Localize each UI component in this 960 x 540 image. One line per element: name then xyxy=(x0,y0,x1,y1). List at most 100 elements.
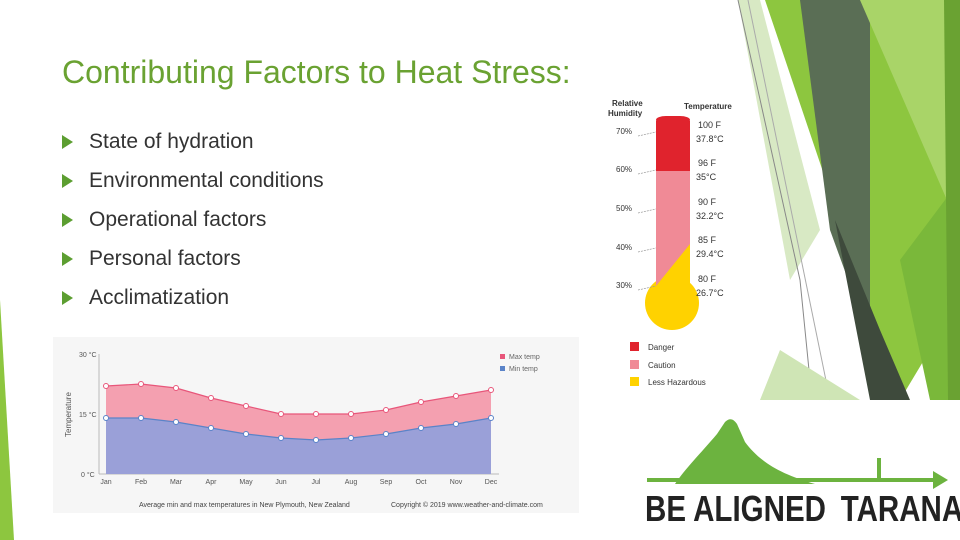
max-temp-point xyxy=(243,403,249,409)
temperature-chart-svg: Temperature 30 °C 15 °C 0 °C Jan Feb Mar Ap… xyxy=(53,337,579,513)
temp-c-label: 26.7°C xyxy=(696,288,724,298)
legend-danger-swatch xyxy=(630,342,639,351)
danger-zone xyxy=(656,121,690,171)
mountain-arrow-icon xyxy=(647,419,948,489)
x-tick-label: Jul xyxy=(312,479,321,486)
heat-index-thermometer: Relative Humidity Temperature 70% 60% 50… xyxy=(608,99,732,387)
x-tick-label: Oct xyxy=(416,479,427,486)
bullet-item: Personal factors xyxy=(62,247,324,286)
bullet-text: Environmental conditions xyxy=(89,169,324,192)
arrow-bullet-icon xyxy=(62,174,73,188)
bullet-item: State of hydration xyxy=(62,130,324,169)
humidity-title-line2: Humidity xyxy=(608,109,643,118)
max-temp-point xyxy=(103,383,109,389)
humidity-title-line1: Relative xyxy=(612,99,643,108)
caution-zone xyxy=(656,171,690,261)
logo-wordmark: BE ALIGNED TARANAKI xyxy=(645,488,960,530)
bullet-item: Environmental conditions xyxy=(62,169,324,208)
arrow-bullet-icon xyxy=(62,252,73,266)
min-temp-line xyxy=(106,417,492,441)
legend-min-label: Min temp xyxy=(509,366,538,373)
max-temp-point xyxy=(173,385,179,391)
y-tick-label: 0 °C xyxy=(81,471,95,479)
temp-f-label: 90 F xyxy=(698,197,717,207)
arrow-bullet-icon xyxy=(62,213,73,227)
min-temp-point xyxy=(383,431,389,437)
legend-less-hazardous-swatch xyxy=(630,377,639,386)
x-tick-label: Mar xyxy=(170,479,183,486)
x-tick-label: Aug xyxy=(345,479,358,486)
y-axis-label: Temperature xyxy=(64,392,73,437)
max-temp-point xyxy=(453,393,459,399)
temp-f-label: 100 F xyxy=(698,120,722,130)
bullet-item: Operational factors xyxy=(62,208,324,247)
bullet-text: State of hydration xyxy=(89,130,254,153)
min-temp-point xyxy=(278,435,284,441)
legend-max-label: Max temp xyxy=(509,354,540,361)
temp-f-label: 85 F xyxy=(698,235,717,245)
min-temp-point xyxy=(488,415,494,421)
legend-swatch-max xyxy=(500,354,505,359)
humidity-label: 30% xyxy=(616,281,632,290)
bullet-text: Personal factors xyxy=(89,247,241,270)
min-temp-point xyxy=(173,419,179,425)
max-temp-point xyxy=(418,399,424,405)
temp-c-label: 32.2°C xyxy=(696,211,724,221)
arrow-bullet-icon xyxy=(62,135,73,149)
x-tick-label: Sep xyxy=(380,479,393,486)
humidity-label: 60% xyxy=(616,165,632,174)
humidity-label: 40% xyxy=(616,243,632,252)
slide-title: Contributing Factors to Heat Stress: xyxy=(62,54,571,90)
x-tick-label: Apr xyxy=(206,479,218,486)
temp-c-label: 37.8°C xyxy=(696,134,724,144)
chart-caption: Average min and max temperatures in New … xyxy=(139,502,350,509)
bullet-text: Operational factors xyxy=(89,208,267,231)
humidity-label: 70% xyxy=(616,127,632,136)
temp-c-label: 35°C xyxy=(696,172,717,182)
x-tick-label: Dec xyxy=(485,479,498,486)
min-temp-point xyxy=(208,425,214,431)
min-temp-point xyxy=(243,431,249,437)
temp-c-label: 29.4°C xyxy=(696,249,724,259)
be-aligned-taranaki-logo: BE ALIGNED TARANAKI xyxy=(645,414,960,529)
min-temp-point xyxy=(313,437,319,443)
chart-copyright: Copyright © 2019 www.weather-and-climate… xyxy=(391,501,543,509)
min-temp-point xyxy=(418,425,424,431)
less-hazardous-zone xyxy=(656,244,690,296)
temp-f-label: 96 F xyxy=(698,158,717,168)
min-temp-area xyxy=(106,418,491,474)
arrow-bullet-icon xyxy=(62,291,73,305)
temperature-title: Temperature xyxy=(684,102,732,111)
max-temp-point xyxy=(348,411,354,417)
max-temp-point xyxy=(138,381,144,387)
bullet-text: Acclimatization xyxy=(89,286,230,309)
max-temp-line xyxy=(105,383,492,415)
bullet-item: Acclimatization xyxy=(62,286,324,325)
x-tick-label: Feb xyxy=(135,479,147,486)
min-temp-point xyxy=(138,415,144,421)
max-temp-point xyxy=(208,395,214,401)
x-tick-label: Jan xyxy=(100,479,111,486)
x-tick-label: May xyxy=(239,479,253,486)
legend-danger-label: Danger xyxy=(648,343,675,352)
max-temp-point xyxy=(313,411,319,417)
temp-f-label: 80 F xyxy=(698,274,717,284)
x-tick-label: Nov xyxy=(450,479,463,486)
legend-swatch-min xyxy=(500,366,505,371)
legend-caution-label: Caution xyxy=(648,361,676,370)
min-temp-point xyxy=(348,435,354,441)
x-tick-label: Jun xyxy=(275,479,286,486)
legend-caution-swatch xyxy=(630,360,639,369)
max-temp-point xyxy=(383,407,389,413)
y-tick-label: 30 °C xyxy=(79,351,97,359)
logo-word-taranaki: TARANAKI xyxy=(840,488,960,529)
logo-word-be-aligned: BE ALIGNED xyxy=(645,488,826,529)
legend-less-hazardous-label: Less Hazardous xyxy=(648,378,706,387)
max-temp-point xyxy=(488,387,494,393)
min-temp-point xyxy=(103,415,109,421)
bullet-list: State of hydration Environmental conditi… xyxy=(62,130,324,325)
humidity-label: 50% xyxy=(616,204,632,213)
min-temp-point xyxy=(453,421,459,427)
y-tick-label: 15 °C xyxy=(79,411,97,419)
